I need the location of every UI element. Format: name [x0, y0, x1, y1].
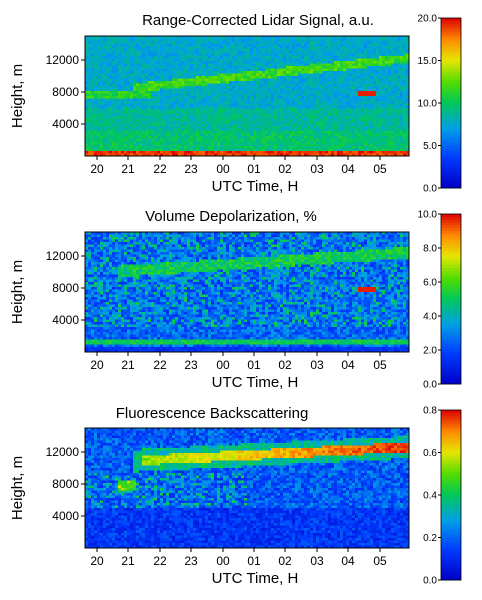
colorbar-tick-label: 0.4	[423, 491, 437, 502]
x-tick-label: 00	[216, 162, 230, 176]
colorbar: 0.0 0.2 0.4 0.6 0.8	[423, 406, 462, 587]
x-tick-label: 21	[121, 358, 135, 372]
y-axis-label: Height, m	[9, 64, 26, 128]
y-tick-label: 4000	[52, 117, 79, 131]
plot-frame	[84, 427, 410, 549]
chart-title: Volume Depolarization, %	[145, 208, 317, 225]
chart-title: Range-Corrected Lidar Signal, a.u.	[142, 12, 374, 29]
colorbar-tick-label: 4.0	[423, 312, 437, 323]
y-tick-label: 8000	[52, 85, 79, 99]
x-tick-label: 20	[90, 162, 104, 176]
x-tick-label: 21	[121, 554, 135, 568]
x-tick-label: 01	[247, 358, 261, 372]
colorbar-tick-label: 8.0	[423, 244, 437, 255]
chart-panel-1: Range-Corrected Lidar Signal, a.u. 4000 80…	[9, 12, 462, 195]
x-tick-label: 03	[310, 554, 324, 568]
colorbar-tick-label: 0.0	[423, 576, 437, 587]
x-tick-label: 21	[121, 162, 135, 176]
x-tick-label: 22	[153, 162, 167, 176]
x-tick-label: 04	[341, 358, 355, 372]
x-tick-label: 02	[278, 554, 292, 568]
x-tick-label: 23	[184, 162, 198, 176]
x-tick-label: 03	[310, 162, 324, 176]
x-tick-label: 20	[90, 358, 104, 372]
x-tick-label: 00	[216, 358, 230, 372]
y-axis-label: Height, m	[9, 260, 26, 324]
plot-frame	[84, 231, 410, 353]
plot-frame	[84, 35, 410, 157]
x-tick-label: 22	[153, 358, 167, 372]
x-tick-label: 02	[278, 358, 292, 372]
x-tick-label: 05	[373, 554, 387, 568]
x-tick-label: 03	[310, 358, 324, 372]
x-tick-label: 23	[184, 358, 198, 372]
x-tick-label: 05	[373, 358, 387, 372]
colorbar-tick-label: 2.0	[423, 346, 437, 357]
x-tick-label: 04	[341, 554, 355, 568]
x-tick-label: 05	[373, 162, 387, 176]
colorbar-tick-label: 15.0	[418, 56, 438, 67]
colorbar-tick-label: 0.0	[423, 380, 437, 391]
y-tick-label: 8000	[52, 281, 79, 295]
colorbar-tick-label: 0.0	[423, 184, 437, 195]
x-tick-label: 01	[247, 554, 261, 568]
chart-panel-2: Volume Depolarization, % 4000 8000 12000 Hei…	[9, 208, 462, 391]
x-tick-label: 02	[278, 162, 292, 176]
x-axis-label: UTC Time, H	[212, 178, 299, 195]
colorbar-tick-label: 6.0	[423, 278, 437, 289]
heatmap	[85, 36, 410, 157]
y-tick-label: 12000	[46, 249, 80, 263]
x-tick-label: 23	[184, 554, 198, 568]
colorbar-tick-label: 10.0	[418, 210, 438, 221]
y-tick-label: 12000	[46, 53, 80, 67]
colorbar-tick-label: 0.2	[423, 533, 437, 544]
colorbar-tick-label: 10.0	[418, 99, 438, 110]
y-tick-label: 4000	[52, 313, 79, 327]
y-tick-label: 8000	[52, 477, 79, 491]
x-axis-label: UTC Time, H	[212, 570, 299, 587]
colorbar: 0.0 5.0 10.0 15.0 20.0	[418, 14, 462, 195]
colorbar-tick-label: 0.6	[423, 448, 437, 459]
chart-panel-3: Fluorescence Backscattering 4000 8000 12000…	[9, 405, 462, 587]
y-tick-label: 4000	[52, 509, 79, 523]
colorbar-tick-label: 0.8	[423, 406, 437, 417]
colorbar: 0.0 2.0 4.0 6.0 8.0 10.0	[418, 210, 462, 391]
x-tick-label: 04	[341, 162, 355, 176]
x-tick-label: 00	[216, 554, 230, 568]
y-tick-label: 12000	[46, 445, 80, 459]
x-tick-label: 22	[153, 554, 167, 568]
colorbar-tick-label: 20.0	[418, 14, 438, 25]
y-axis-label: Height, m	[9, 456, 26, 520]
chart-title: Fluorescence Backscattering	[116, 405, 309, 422]
heatmap	[85, 232, 410, 353]
x-tick-label: 01	[247, 162, 261, 176]
heatmap	[85, 428, 410, 549]
x-axis-label: UTC Time, H	[212, 374, 299, 391]
colorbar-tick-label: 5.0	[423, 141, 437, 152]
x-tick-label: 20	[90, 554, 104, 568]
